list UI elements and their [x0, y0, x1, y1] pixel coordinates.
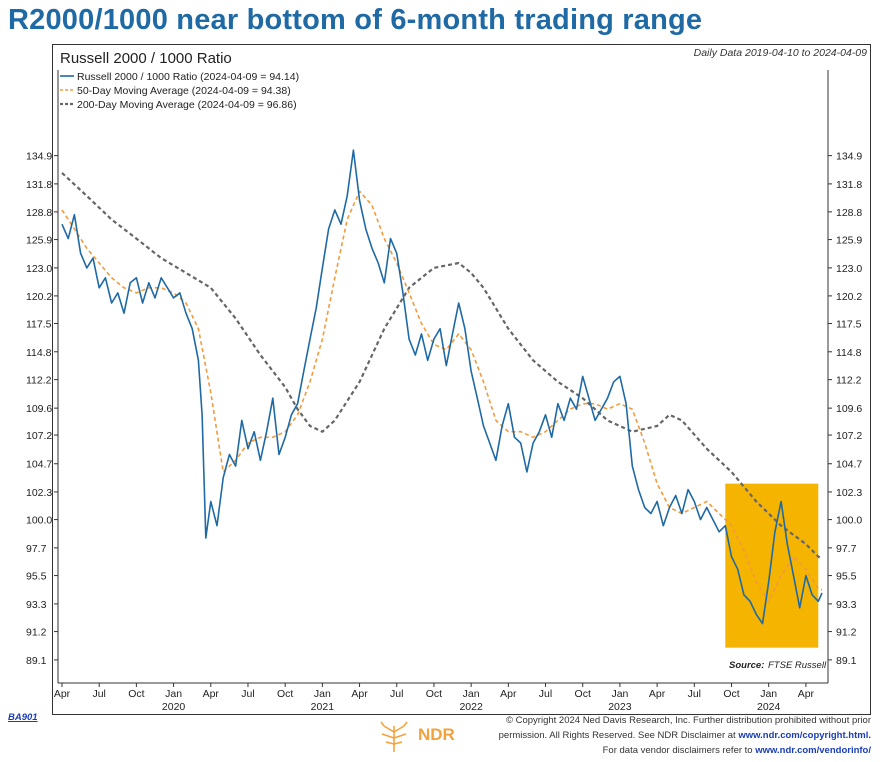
x-tick-label: Apr [500, 688, 517, 700]
y-tick-label-left: 117.5 [26, 319, 52, 331]
y-tick-label-right: 131.8 [836, 179, 862, 191]
y-tick-label-right: 109.6 [836, 403, 862, 415]
highlight-box [725, 483, 819, 648]
y-tick-label-right: 112.2 [836, 375, 862, 387]
x-tick-label: Oct [723, 688, 739, 700]
x-tick-label: Oct [575, 688, 591, 700]
footer-line-2-text: permission. All Rights Reserved. See NDR… [498, 730, 736, 741]
y-tick-label-left: 123.0 [26, 263, 52, 275]
x-tick-label: Oct [426, 688, 442, 700]
y-tick-label-left: 134.9 [26, 151, 52, 163]
y-tick-label-left: 109.6 [26, 403, 52, 415]
x-tick-label: Apr [203, 688, 220, 700]
y-tick-label-left: 131.8 [26, 179, 52, 191]
x-tick-label: Jan [463, 688, 480, 700]
vendorinfo-link[interactable]: www.ndr.com/vendorinfo/ [755, 745, 871, 756]
y-tick-label-right: 123.0 [836, 263, 862, 275]
x-tick-label: Oct [277, 688, 293, 700]
y-tick-label-left: 95.5 [26, 571, 47, 583]
footer-line-2: permission. All Rights Reserved. See NDR… [499, 728, 871, 743]
x-tick-label: Jan [314, 688, 331, 700]
y-tick-label-right: 120.2 [836, 291, 862, 303]
y-tick-label-right: 114.8 [836, 347, 862, 359]
y-tick-label-right: 117.5 [836, 319, 862, 331]
y-tick-label-right: 91.2 [836, 627, 857, 639]
x-tick-label: Apr [351, 688, 368, 700]
legend-label-ma50-line: 50-Day Moving Average (2024-04-09 = 94.3… [77, 85, 291, 97]
x-tick-label: Jul [688, 688, 701, 700]
source-label: Source: [729, 660, 764, 671]
y-tick-label-left: 91.2 [26, 627, 47, 639]
x-tick-label: Jul [539, 688, 552, 700]
chart-panel [52, 44, 871, 715]
legend-label-ma200-line: 200-Day Moving Average (2024-04-09 = 96.… [77, 99, 297, 111]
y-tick-label-right: 107.2 [836, 430, 862, 442]
year-label: 2022 [459, 701, 483, 713]
x-tick-label: Oct [128, 688, 144, 700]
x-tick-label: Apr [54, 688, 71, 700]
year-label: 2021 [311, 701, 335, 713]
y-tick-label-left: 93.3 [26, 599, 47, 611]
y-tick-label-right: 93.3 [836, 599, 857, 611]
x-tick-label: Jan [611, 688, 628, 700]
y-tick-label-left: 104.7 [26, 459, 52, 471]
chart-code-link[interactable]: BA901 [8, 712, 38, 723]
year-label: 2023 [608, 701, 632, 713]
y-tick-label-left: 107.2 [26, 430, 52, 442]
source-value: FTSE Russell [768, 660, 827, 671]
x-tick-label: Jul [390, 688, 403, 700]
y-tick-label-left: 102.3 [26, 487, 52, 499]
y-tick-label-left: 120.2 [26, 291, 52, 303]
x-tick-label: Apr [649, 688, 666, 700]
y-tick-label-right: 95.5 [836, 571, 857, 583]
y-tick-label-left: 128.8 [26, 207, 52, 219]
headline: R2000/1000 near bottom of 6-month tradin… [8, 4, 703, 36]
x-tick-label: Jul [92, 688, 105, 700]
footer-line-3: For data vendor disclaimers refer to www… [499, 743, 871, 758]
y-tick-label-left: 89.1 [26, 655, 47, 667]
y-tick-label-left: 112.2 [26, 375, 52, 387]
y-tick-label-right: 102.3 [836, 487, 862, 499]
y-tick-label-right: 125.9 [836, 235, 862, 247]
y-tick-label-left: 125.9 [26, 235, 52, 247]
year-label: 2024 [757, 701, 781, 713]
year-label: 2020 [162, 701, 186, 713]
panel-title: Russell 2000 / 1000 Ratio [60, 50, 232, 67]
copyright-footer: © Copyright 2024 Ned Davis Research, Inc… [499, 713, 871, 758]
daily-data-range: Daily Data 2019-04-10 to 2024-04-09 [693, 47, 867, 59]
footer-line-1: © Copyright 2024 Ned Davis Research, Inc… [505, 715, 871, 726]
x-tick-label: Jul [241, 688, 254, 700]
y-tick-label-left: 114.8 [26, 347, 52, 359]
x-tick-label: Jan [760, 688, 777, 700]
y-tick-label-right: 128.8 [836, 207, 862, 219]
y-tick-label-left: 100.0 [26, 515, 52, 527]
x-tick-label: Jan [165, 688, 182, 700]
copyright-link[interactable]: www.ndr.com/copyright.html. [738, 730, 871, 741]
y-tick-label-right: 97.7 [836, 543, 857, 555]
ma50-line [61, 190, 823, 603]
ma200-line [61, 172, 823, 560]
ndr-logo-text: NDR [418, 725, 455, 744]
y-tick-label-left: 97.7 [26, 543, 47, 555]
y-tick-label-right: 134.9 [836, 151, 862, 163]
y-tick-label-right: 104.7 [836, 459, 862, 471]
ratio-line [61, 149, 823, 625]
footer-line-3-text: For data vendor disclaimers refer to [602, 745, 753, 756]
x-tick-label: Apr [798, 688, 815, 700]
ndr-logo [380, 721, 408, 752]
y-tick-label-right: 100.0 [836, 515, 862, 527]
legend-label-ratio-line: Russell 2000 / 1000 Ratio (2024-04-09 = … [77, 71, 299, 83]
y-tick-label-right: 89.1 [836, 655, 857, 667]
